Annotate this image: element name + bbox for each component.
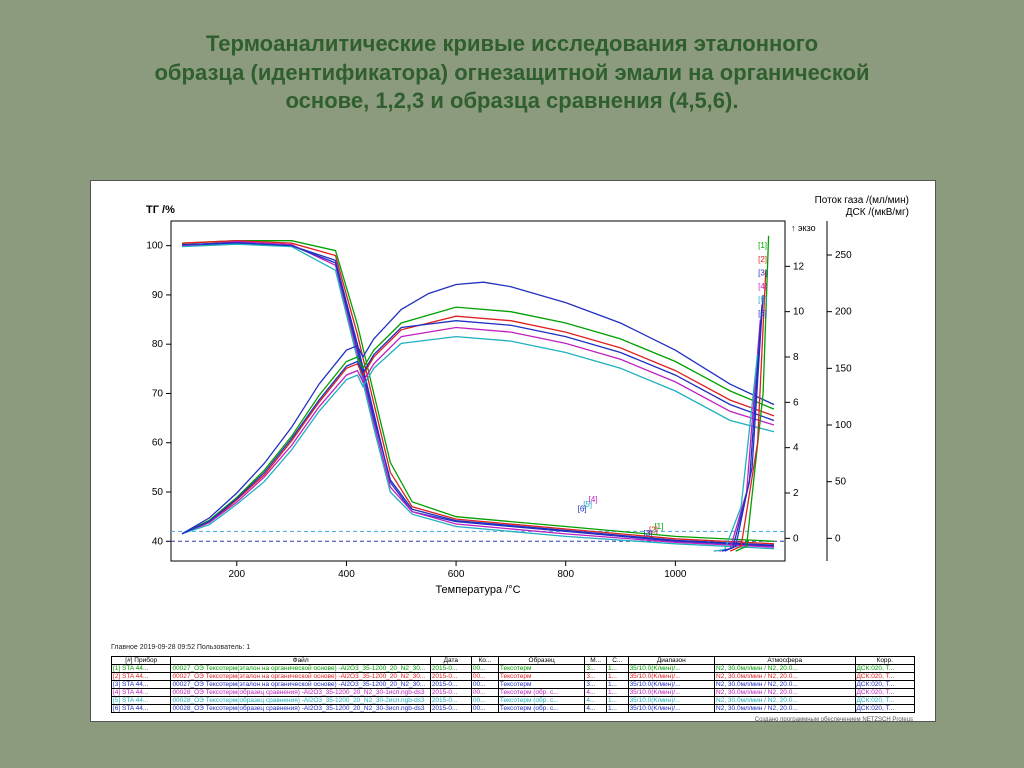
svg-text:ТГ /%: ТГ /% (146, 204, 175, 216)
software-credit: Создано программным обеспечением NETZSCH… (755, 717, 913, 723)
table-header: С... (606, 657, 628, 665)
svg-text:600: 600 (448, 569, 465, 580)
svg-text:60: 60 (152, 438, 164, 449)
svg-text:70: 70 (152, 388, 164, 399)
svg-text:12: 12 (793, 261, 805, 272)
svg-text:40: 40 (152, 536, 164, 547)
svg-text:8: 8 (793, 352, 799, 363)
svg-text:[5]: [5] (758, 296, 767, 305)
table-header: Образец (498, 657, 584, 665)
table-header: Ко... (471, 657, 498, 665)
table-header: М... (585, 657, 607, 665)
svg-text:4: 4 (793, 443, 799, 454)
svg-text:100: 100 (146, 241, 163, 252)
table-row: [6] STA 44...00028_ОЭ Тексотерм(образец … (112, 705, 915, 713)
svg-text:150: 150 (835, 363, 852, 374)
svg-text:0: 0 (793, 533, 799, 544)
svg-text:↑ экзо: ↑ экзо (791, 223, 816, 233)
table-header: Диапазон (628, 657, 714, 665)
metadata-table: [#] ПриборФайлДатаКо...ОбразецМ...С...Ди… (111, 656, 915, 713)
svg-text:1000: 1000 (664, 569, 687, 580)
svg-text:[4]: [4] (758, 282, 767, 291)
svg-text:50: 50 (835, 477, 847, 488)
table-row: [5] STA 44...00028_ОЭ Тексотерм(образец … (112, 697, 915, 705)
slide-title: Термоаналитические кривые исследования э… (80, 30, 944, 116)
svg-text:800: 800 (557, 569, 574, 580)
table-header: Дата (430, 657, 471, 665)
thermoanalysis-chart: 2004006008001000Температура /°C405060708… (111, 191, 915, 601)
svg-text:250: 250 (835, 250, 852, 261)
table-header: Файл (171, 657, 430, 665)
svg-text:Температура /°C: Температура /°C (435, 584, 520, 596)
svg-text:80: 80 (152, 339, 164, 350)
table-row: [3] STA 44...00027_ОЭ Тексотерм(эталон н… (112, 681, 915, 689)
svg-text:[3]: [3] (643, 529, 652, 538)
svg-text:2: 2 (793, 488, 799, 499)
svg-text:0: 0 (835, 533, 841, 544)
svg-text:50: 50 (152, 487, 164, 498)
svg-text:400: 400 (338, 569, 355, 580)
table-header: [#] Прибор (112, 657, 171, 665)
table-header: Корр. (855, 657, 915, 665)
chart-footer-text: Главное 2019-09-28 09:52 Пользователь: 1 (111, 644, 915, 651)
svg-text:[2]: [2] (758, 255, 767, 264)
svg-text:100: 100 (835, 420, 852, 431)
svg-text:[6]: [6] (758, 309, 767, 318)
svg-text:6: 6 (793, 397, 799, 408)
svg-text:10: 10 (793, 307, 805, 318)
svg-text:Поток газа /(мл/мин): Поток газа /(мл/мин) (815, 195, 909, 206)
svg-text:200: 200 (835, 307, 852, 318)
svg-text:[1]: [1] (758, 241, 767, 250)
table-row: [4] STA 44...00028_ОЭ Тексотерм(образец … (112, 689, 915, 697)
table-row: [2] STA 44...00027_ОЭ Тексотерм(эталон н… (112, 673, 915, 681)
svg-text:[6]: [6] (578, 505, 587, 514)
table-header: Атмосфера (715, 657, 855, 665)
chart-panel: 2004006008001000Температура /°C405060708… (90, 180, 936, 722)
svg-text:90: 90 (152, 290, 164, 301)
svg-text:200: 200 (228, 569, 245, 580)
svg-text:ДСК /(мкВ/мг): ДСК /(мкВ/мг) (846, 207, 909, 218)
table-row: [1] STA 44...00027_ОЭ Тексотерм(эталон н… (112, 665, 915, 673)
svg-text:[3]: [3] (758, 268, 767, 277)
